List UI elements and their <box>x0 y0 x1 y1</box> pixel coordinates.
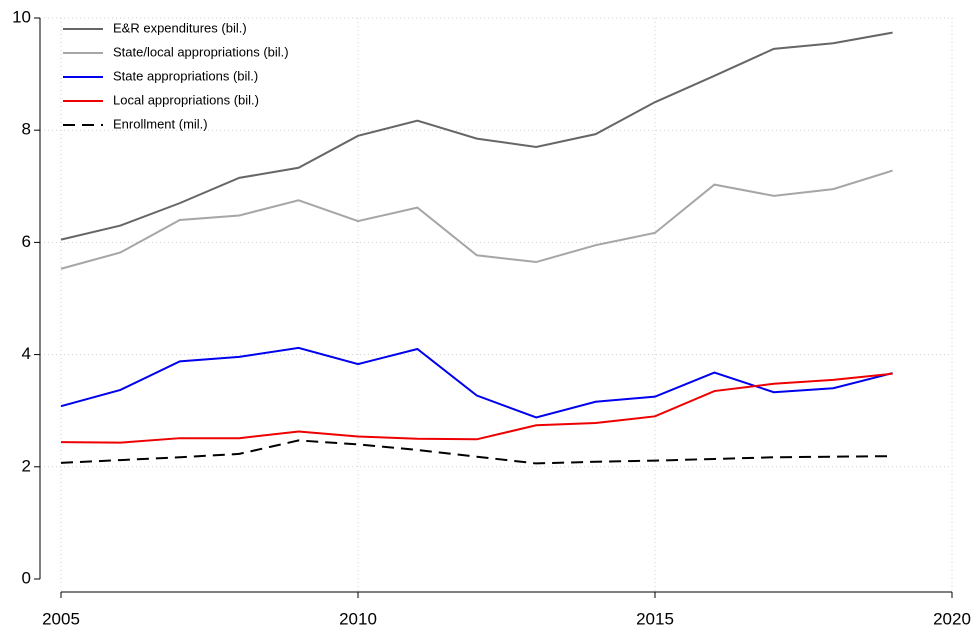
y-tick-label: 6 <box>22 232 31 251</box>
y-tick-label: 10 <box>12 7 31 26</box>
y-tick-label: 4 <box>22 344 31 363</box>
legend-label: Enrollment (mil.) <box>113 116 208 131</box>
series-line <box>60 169 893 270</box>
legend-label: Local appropriations (bil.) <box>113 92 259 107</box>
x-tick-label: 2010 <box>339 609 377 628</box>
legend-label: State/local appropriations (bil.) <box>113 44 289 59</box>
y-tick-label: 8 <box>22 120 31 139</box>
series-line <box>60 439 893 465</box>
series-line <box>60 346 893 419</box>
x-tick-label: 2020 <box>933 609 971 628</box>
legend-label: State appropriations (bil.) <box>113 68 258 83</box>
y-tick-label: 2 <box>22 456 31 475</box>
x-tick-label: 2015 <box>636 609 674 628</box>
series-line <box>60 372 893 444</box>
x-tick-label: 2005 <box>42 609 80 628</box>
series-line <box>60 31 893 241</box>
y-tick-label: 0 <box>22 568 31 587</box>
legend-label: E&R expenditures (bil.) <box>113 20 247 35</box>
